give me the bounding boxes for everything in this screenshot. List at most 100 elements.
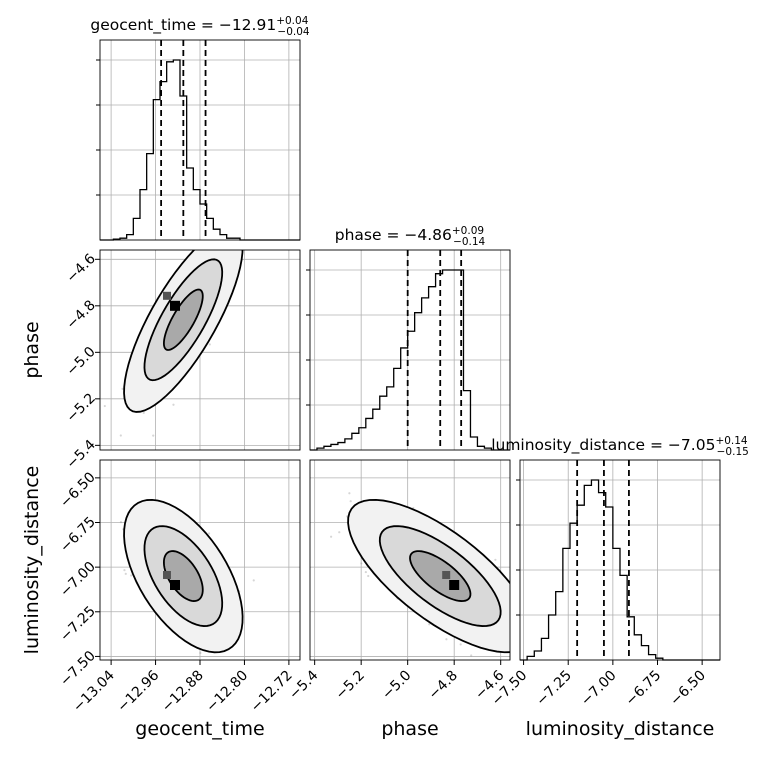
x-tick-label: −5.4: [286, 667, 321, 702]
y-tick-label: −4.6: [63, 251, 98, 286]
joint-content: [100, 215, 300, 450]
sample-point: [119, 434, 122, 437]
y-tick-label: −7.25: [57, 603, 99, 645]
x-tick-label: −7.25: [533, 668, 575, 710]
contour-99%: [347, 498, 510, 654]
joint-content: [100, 460, 300, 666]
panel-frame: [99, 39, 301, 241]
sample-point: [348, 492, 351, 495]
contour-39%: [409, 550, 472, 602]
sample-point: [220, 243, 222, 245]
panel-frame: [99, 249, 301, 451]
contour-39%: [162, 288, 204, 351]
density-fill-3: [163, 289, 203, 350]
sample-point: [152, 434, 155, 437]
x-tick-label: −4.8: [426, 668, 461, 703]
sample-point: [511, 614, 513, 616]
y-tick-label: −6.50: [57, 469, 99, 511]
density-fill-3: [163, 551, 203, 602]
sample-point: [123, 569, 126, 572]
sample-point: [241, 222, 243, 224]
sample-point: [512, 610, 514, 612]
sample-point: [459, 643, 462, 646]
sample-point: [124, 572, 127, 575]
density-cell: [163, 571, 171, 579]
sample-point: [214, 215, 216, 217]
sample-point: [172, 403, 175, 406]
title-minus: −0.14: [453, 236, 485, 248]
density-cell: [163, 291, 171, 300]
title-plus: +0.09: [452, 225, 484, 237]
x-tick-label: −12.88: [159, 668, 207, 716]
sample-point: [203, 244, 205, 246]
sample-point: [445, 638, 448, 641]
x-tick-label: −6.50: [667, 668, 709, 710]
x-axis-label-phase: phase: [381, 718, 438, 740]
panel-frame: [519, 459, 721, 661]
sample-point: [538, 628, 540, 630]
contour-39%: [162, 550, 204, 602]
hist-grid: [100, 40, 300, 240]
sample-point: [364, 570, 367, 574]
sample-point: [224, 230, 226, 232]
joint-panel-geocent_time-luminosity_distance: [99, 459, 301, 666]
density-cell: [442, 571, 451, 579]
sample-point: [494, 558, 497, 561]
title-minus: −0.15: [717, 446, 749, 458]
sample-point: [210, 248, 212, 250]
sample-point: [211, 243, 213, 245]
x-axis-label-luminosity_distance: luminosity_distance: [526, 718, 715, 740]
sample-point: [220, 236, 222, 238]
title-minus: −0.04: [277, 26, 309, 38]
title-plus: +0.04: [276, 15, 308, 27]
sample-point: [208, 343, 211, 346]
histogram-phase: [310, 269, 510, 451]
x-axis-label-geocent_time: geocent_time: [135, 718, 264, 740]
y-axis-label-phase: phase: [21, 321, 43, 378]
title-label: geocent_time = −12.91: [90, 16, 276, 35]
title-label: luminosity_distance = −7.05: [491, 436, 715, 455]
density-peak: [449, 580, 460, 590]
contour-86%: [378, 525, 502, 627]
title-label: phase = −4.86: [335, 226, 452, 244]
y-tick-label: −5.4: [63, 437, 98, 472]
title-plus: +0.14: [715, 435, 747, 447]
hist-grid: [520, 460, 720, 660]
title-geocent_time: geocent_time = −12.91+0.04 −0.04: [90, 15, 309, 38]
sample-point: [207, 532, 211, 535]
sample-point: [142, 411, 145, 414]
y-axis-label-luminosity_distance: luminosity_distance: [21, 466, 43, 655]
x-tick-label: −6.75: [623, 668, 665, 710]
sample-point: [516, 640, 518, 642]
sample-point: [222, 241, 224, 243]
panel-frame: [309, 249, 511, 451]
contour-99%: [123, 498, 244, 654]
x-tick-label: −12.96: [114, 667, 162, 715]
sample-point: [228, 248, 230, 250]
sample-point: [428, 623, 431, 626]
sample-point: [252, 579, 255, 582]
x-tick-label: −5.0: [379, 668, 414, 703]
sample-point: [223, 664, 225, 666]
contour-86%: [143, 258, 224, 382]
joint-content: [310, 460, 540, 666]
sample-point: [199, 651, 202, 655]
sample-point: [130, 574, 133, 577]
sample-point: [367, 574, 370, 578]
contour-86%: [143, 525, 224, 627]
title-phase: phase = −4.86+0.09 −0.14: [335, 225, 486, 248]
x-tick-label: −12.80: [203, 668, 251, 716]
joint-panel-geocent_time-phase: [99, 215, 301, 451]
hist-panel-luminosity_distance: luminosity_distance = −7.05+0.14 −0.15: [491, 435, 749, 661]
y-tick-label: −7.00: [57, 559, 99, 601]
sample-point: [209, 242, 211, 244]
sample-point: [103, 404, 106, 408]
contour-99%: [123, 250, 244, 413]
sample-point: [489, 664, 491, 666]
sample-point: [119, 521, 123, 524]
sample-point: [220, 247, 222, 249]
sample-point: [330, 535, 333, 538]
sample-point: [245, 235, 247, 237]
sample-point: [349, 500, 352, 503]
